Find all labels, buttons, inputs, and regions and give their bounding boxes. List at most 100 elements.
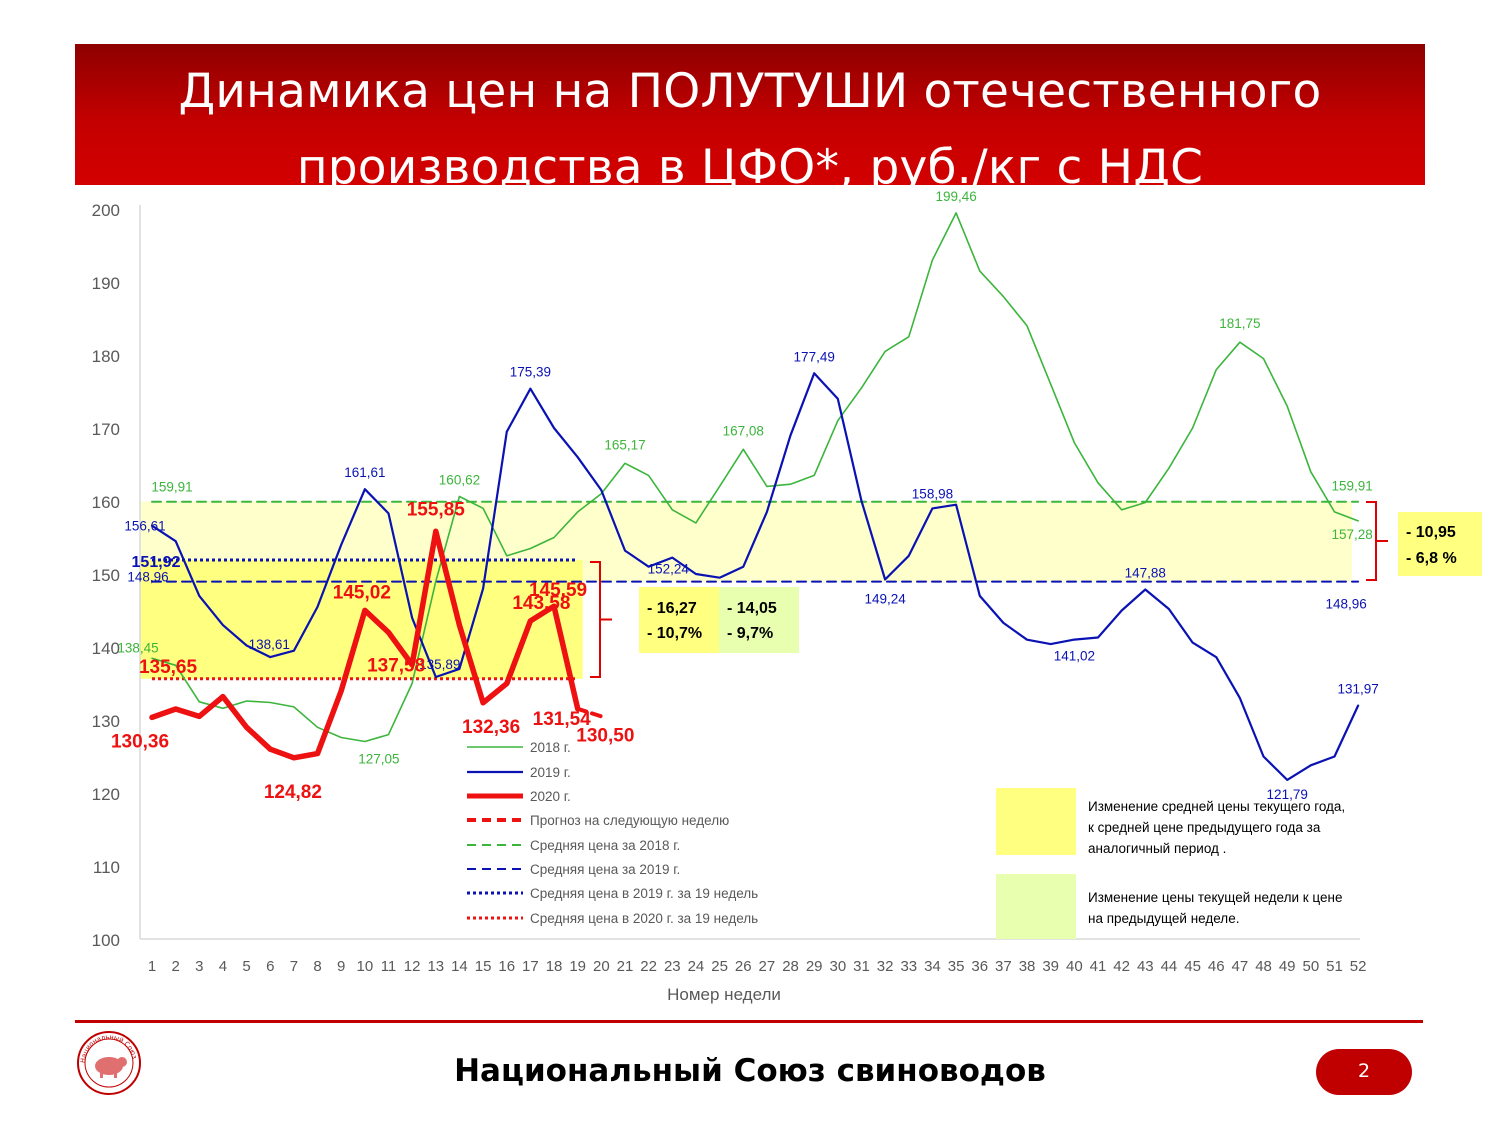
data-label: 155,85 <box>407 499 466 520</box>
data-label: 177,49 <box>794 349 835 364</box>
legend-label: Средняя цена в 2020 г. за 19 недель <box>530 911 758 926</box>
data-label: 145,02 <box>333 582 391 603</box>
data-label: 152,24 <box>648 562 690 577</box>
x-tick-label: 37 <box>995 958 1012 975</box>
data-label: 135,65 <box>139 657 198 678</box>
x-tick-label: 40 <box>1066 958 1083 975</box>
y-tick-label: 130 <box>92 712 120 731</box>
page-number-badge: 2 <box>1316 1049 1412 1095</box>
x-tick-label: 21 <box>617 958 634 975</box>
x-tick-label: 52 <box>1350 958 1367 975</box>
data-label: 161,61 <box>344 465 385 480</box>
x-tick-label: 29 <box>806 958 823 975</box>
legend-label: Средняя цена за 2019 г. <box>530 862 680 877</box>
x-tick-label: 51 <box>1326 958 1343 975</box>
data-label: 175,39 <box>510 365 551 380</box>
y-tick-label: 170 <box>92 420 120 439</box>
x-tick-label: 41 <box>1090 958 1107 975</box>
x-tick-label: 17 <box>522 958 539 975</box>
x-tick-label: 14 <box>451 958 468 975</box>
x-tick-label: 27 <box>759 958 776 975</box>
x-tick-label: 24 <box>688 958 705 975</box>
data-label: 124,82 <box>264 782 322 803</box>
x-tick-label: 11 <box>381 958 397 975</box>
data-label: 145,59 <box>529 580 587 601</box>
x-tick-label: 31 <box>853 958 870 975</box>
x-tick-label: 18 <box>546 958 563 975</box>
y-tick-label: 100 <box>92 931 120 950</box>
x-tick-label: 12 <box>404 958 421 975</box>
x-tick-label: 34 <box>924 958 941 975</box>
week-change-percent: - 9,7% <box>727 625 773 642</box>
title-banner: Динамика цен на ПОЛУТУШИ отечественного … <box>75 44 1425 195</box>
yellow-legend-box <box>996 788 1076 855</box>
x-tick-label: 48 <box>1255 958 1272 975</box>
x-tick-label: 10 <box>357 958 374 975</box>
data-label: 143,58 <box>512 593 570 614</box>
pig-union-logo-icon: Национальный Союз Свиноводов <box>76 1030 141 1095</box>
data-label: 151,92 <box>132 554 181 571</box>
data-label: 159,91 <box>1332 479 1373 494</box>
legend-label: Прогноз на следующую неделю <box>530 813 729 828</box>
data-label: 130,36 <box>111 731 169 752</box>
x-tick-label: 50 <box>1303 958 1320 975</box>
week-change-box <box>719 587 799 653</box>
data-label: 131,54 <box>533 709 592 730</box>
x-tick-label: 7 <box>290 958 298 975</box>
green-legend-text: на предыдущей неделе. <box>1088 911 1239 926</box>
chart-title-line1: Динамика цен на ПОЛУТУШИ отечественного <box>178 64 1322 119</box>
organization-name: Национальный Союз свиноводов <box>454 1053 1046 1089</box>
x-tick-label: 39 <box>1042 958 1059 975</box>
x-tick-label: 20 <box>593 958 610 975</box>
data-label: 135,89 <box>419 657 460 672</box>
data-label: 158,98 <box>912 486 953 501</box>
legend-label: Средняя цена в 2019 г. за 19 недель <box>530 886 758 901</box>
green-legend-box <box>996 874 1076 939</box>
avg-change-value: - 16,27 <box>647 600 697 617</box>
x-tick-label: 23 <box>664 958 681 975</box>
data-label: 181,75 <box>1219 316 1260 331</box>
x-tick-label: 9 <box>337 958 345 975</box>
y-tick-label: 160 <box>92 493 120 512</box>
x-tick-label: 47 <box>1232 958 1249 975</box>
series-2020-line <box>149 528 581 761</box>
x-tick-label: 26 <box>735 958 752 975</box>
data-label: 165,17 <box>604 437 645 452</box>
week-change-value: - 14,05 <box>727 600 777 617</box>
x-tick-label: 25 <box>711 958 728 975</box>
yellow-legend-text: к средней цене предыдущего года за <box>1088 820 1321 835</box>
x-tick-label: 49 <box>1279 958 1296 975</box>
data-label: 138,45 <box>117 640 158 655</box>
x-tick-label: 44 <box>1161 958 1178 975</box>
x-tick-label: 6 <box>266 958 274 975</box>
y-tick-label: 190 <box>92 274 120 293</box>
data-label: 148,96 <box>127 570 168 585</box>
right-change-box <box>1398 512 1482 576</box>
x-tick-label: 38 <box>1019 958 1036 975</box>
data-label: 132,36 <box>462 717 520 738</box>
x-axis-title: Номер недели <box>667 985 781 1004</box>
x-tick-label: 42 <box>1113 958 1130 975</box>
data-label: 121,79 <box>1267 787 1308 802</box>
x-tick-label: 28 <box>782 958 799 975</box>
y-tick-label: 140 <box>92 639 120 658</box>
series-2018-line <box>151 212 1359 743</box>
page-number: 2 <box>1357 1060 1371 1082</box>
data-label: 130,50 <box>576 725 634 746</box>
y-tick-label: 180 <box>92 347 120 366</box>
x-tick-label: 33 <box>900 958 917 975</box>
x-tick-label: 45 <box>1184 958 1201 975</box>
data-label: 149,24 <box>865 592 907 607</box>
data-label: 127,05 <box>358 752 399 767</box>
x-tick-label: 32 <box>877 958 894 975</box>
x-tick-label: 15 <box>475 958 492 975</box>
chart-title-line2: производства в ЦФО*, руб./кг с НДС <box>296 140 1204 195</box>
footer-divider <box>75 1020 1423 1023</box>
x-tick-label: 19 <box>569 958 586 975</box>
legend-label: Средняя цена за 2018 г. <box>530 838 680 853</box>
x-tick-label: 35 <box>948 958 965 975</box>
x-tick-label: 13 <box>427 958 444 975</box>
avg-change-percent: - 10,7% <box>647 625 702 642</box>
x-tick-label: 36 <box>971 958 988 975</box>
data-label: 131,97 <box>1338 682 1379 697</box>
